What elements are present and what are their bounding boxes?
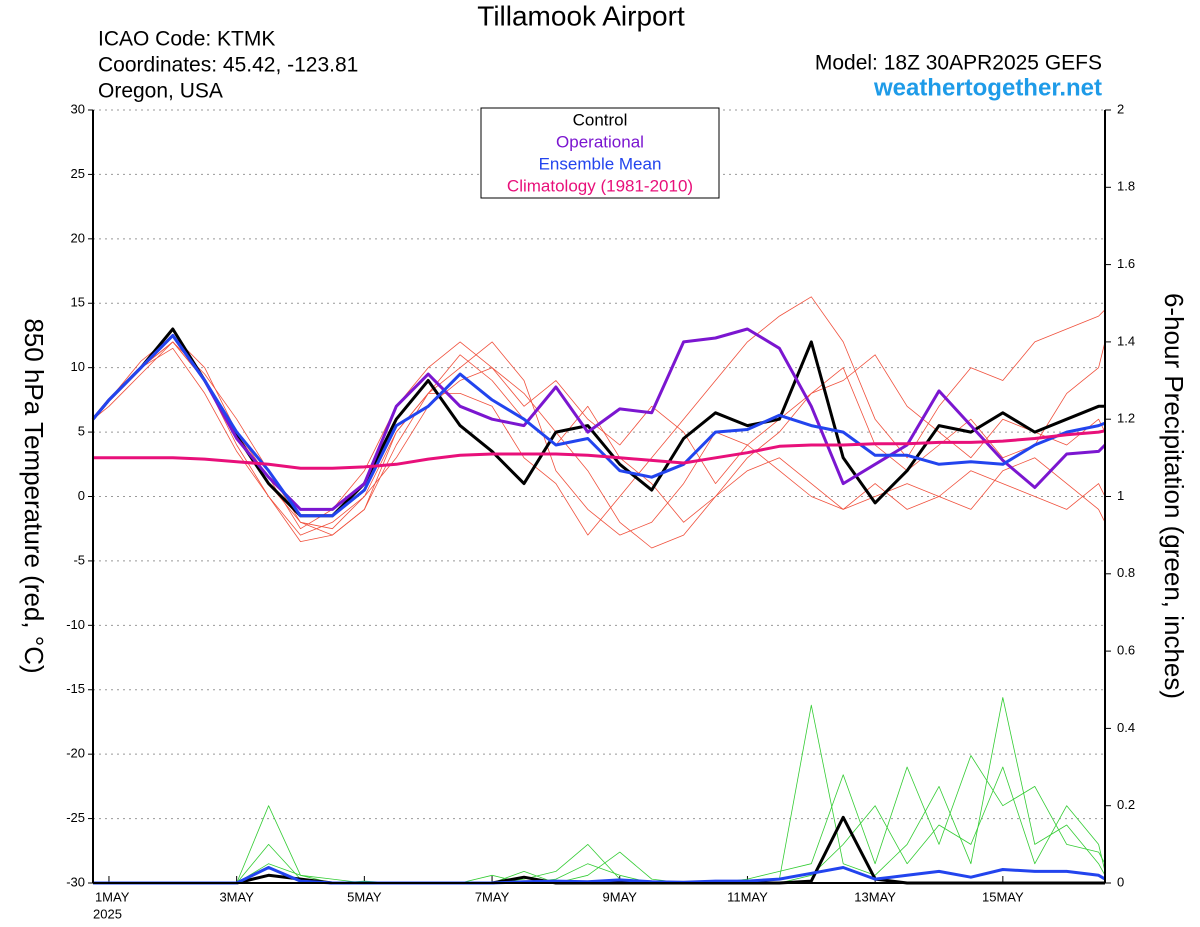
x-tick-label: 1MAY (95, 889, 130, 904)
year-label: 2025 (93, 906, 122, 921)
source-label: weathertogether.net (873, 74, 1102, 101)
member-line (92, 335, 1106, 536)
series-line (93, 429, 1106, 470)
y2-tick-label: 1.8 (1117, 179, 1135, 194)
member-line (92, 341, 1106, 549)
member-line (93, 755, 1106, 884)
y2-tick-label: 1.6 (1117, 256, 1135, 271)
y-axis-label: 850 hPa Temperature (red, °C) (19, 318, 49, 673)
y-tick-label: 20 (71, 230, 85, 245)
member-line (93, 697, 1106, 884)
y-tick-label: -25 (66, 810, 85, 825)
x-tick-label: 11MAY (727, 889, 768, 904)
legend-entry: Control (573, 110, 628, 129)
x-tick-label: 3MAY (219, 889, 254, 904)
legend-entry: Operational (556, 132, 644, 151)
y2-tick-label: 0.2 (1117, 797, 1135, 812)
chart-title: Tillamook Airport (477, 0, 685, 31)
series-line (91, 334, 1106, 518)
member-line (92, 296, 1106, 542)
member-line (93, 866, 1106, 885)
y-tick-label: 15 (71, 295, 85, 310)
y2-axis-label: 6-hour Precipitation (green, inches) (1159, 293, 1189, 699)
y2-tick-label: 1.2 (1117, 411, 1135, 426)
y2-tick-label: 2 (1117, 101, 1124, 116)
y-tick-label: -20 (66, 746, 85, 761)
y2-tick-label: 0.4 (1117, 720, 1135, 735)
y-tick-label: 0 (78, 488, 85, 503)
y-tick-label: -15 (66, 681, 85, 696)
y2-tick-label: 1 (1117, 488, 1124, 503)
y-tick-label: -30 (66, 874, 85, 889)
info-line: Oregon, USA (98, 80, 223, 103)
legend-entry: Climatology (1981-2010) (507, 176, 693, 195)
y-tick-label: -5 (73, 552, 85, 567)
x-tick-label: 15MAY (982, 889, 1024, 904)
member-line (92, 341, 1106, 530)
y2-tick-label: 1.4 (1117, 333, 1135, 348)
series-line (91, 327, 1107, 511)
x-tick-label: 13MAY (854, 889, 896, 904)
y-tick-label: 5 (78, 424, 85, 439)
info-line: Coordinates: 45.42, -123.81 (98, 54, 358, 77)
legend-box (480, 107, 720, 199)
y-tick-label: 25 (71, 166, 85, 181)
x-tick-label: 7MAY (475, 889, 510, 904)
x-tick-label: 5MAY (347, 889, 382, 904)
y-tick-label: -10 (66, 617, 85, 632)
y-tick-label: 30 (71, 101, 85, 116)
member-line (93, 766, 1106, 884)
y2-tick-label: 0 (1117, 874, 1124, 889)
model-label: Model: 18Z 30APR2025 GEFS (815, 52, 1102, 75)
y-tick-label: 10 (71, 359, 85, 374)
legend-entry: Ensemble Mean (539, 154, 662, 173)
x-tick-label: 9MAY (603, 889, 638, 904)
y2-tick-label: 0.6 (1117, 643, 1135, 658)
y2-tick-label: 0.8 (1117, 565, 1135, 580)
info-line: ICAO Code: KTMK (98, 28, 275, 51)
